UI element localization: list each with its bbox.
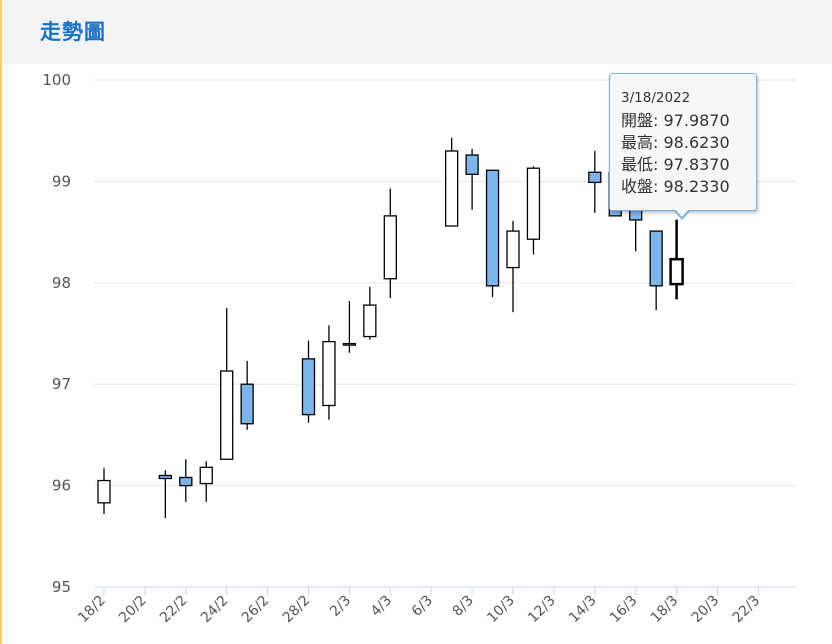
- candle-body: [158, 474, 173, 480]
- candle-9/3[interactable]: [485, 169, 500, 297]
- y-tick-label: 96: [52, 477, 71, 495]
- tooltip-open-label: 開盤: [621, 111, 654, 130]
- candle-body: [199, 466, 213, 485]
- candle-body: [240, 383, 254, 425]
- tooltip-open: 開盤: 97.9870: [621, 111, 730, 130]
- candle-8/3[interactable]: [465, 148, 479, 210]
- candle-28/2[interactable]: [301, 340, 316, 423]
- candle-body: [526, 167, 541, 240]
- tooltip-close-value: 98.2330: [663, 177, 730, 196]
- y-tick-label: 95: [52, 578, 71, 596]
- candle-7/3[interactable]: [444, 137, 459, 227]
- x-tick-label: 22/2: [157, 593, 191, 627]
- candle-10/3[interactable]: [506, 220, 520, 313]
- candle-14/3[interactable]: [588, 150, 602, 213]
- candle-body: [383, 215, 397, 280]
- tooltip-high-value: 98.6230: [663, 133, 730, 152]
- candle-24/2[interactable]: [220, 308, 234, 460]
- x-tick-label: 8/3: [450, 593, 477, 620]
- candle-25/2[interactable]: [240, 360, 254, 430]
- y-axis: 95 96 97 98 99 100: [42, 71, 71, 596]
- candle-body: [649, 230, 663, 287]
- x-tick-label: 20/2: [116, 593, 150, 627]
- candle-4/3[interactable]: [383, 188, 397, 299]
- candle-2/3[interactable]: [342, 301, 357, 353]
- candle-body: [97, 479, 111, 504]
- tooltip-high: 最高: 98.6230: [621, 133, 730, 152]
- candle-body: [444, 150, 459, 227]
- y-tick-label: 99: [52, 172, 71, 190]
- candle-body: [363, 304, 377, 338]
- x-tick-label: 12/3: [525, 593, 559, 627]
- x-tick-label: 26/2: [239, 593, 273, 627]
- candle-body: [301, 358, 316, 416]
- candle-body: [465, 154, 479, 175]
- candle-18/3[interactable]: [669, 219, 684, 300]
- x-tick-label: 28/2: [280, 593, 314, 627]
- x-tick-label: 6/3: [409, 593, 436, 620]
- y-tick-label: 97: [52, 375, 71, 393]
- candle-body: [322, 340, 336, 407]
- candles[interactable]: [97, 137, 684, 519]
- candle-body: [342, 342, 357, 346]
- candle-body: [588, 171, 602, 184]
- candle-17/3[interactable]: [649, 230, 663, 311]
- candle-23/2[interactable]: [199, 461, 213, 502]
- x-tick-label: 18/3: [648, 593, 682, 627]
- x-tick-label: 18/2: [75, 593, 109, 627]
- candle-3/3[interactable]: [363, 286, 377, 340]
- x-tick-label: 22/3: [730, 593, 764, 627]
- left-border-accent: [0, 0, 2, 644]
- x-tick-label: 2/3: [327, 593, 354, 620]
- x-tick-label: 4/3: [368, 593, 395, 620]
- x-tick-label: 24/2: [198, 593, 232, 627]
- y-tick-label: 100: [42, 71, 71, 89]
- candle-18/2[interactable]: [97, 468, 111, 514]
- tooltip-low: 最低: 97.8370: [621, 155, 730, 174]
- candle-21/2[interactable]: [158, 470, 173, 519]
- x-axis: 18/2 20/2 22/2 24/2 26/2 28/2 2/3 4/3 6/3 8/3 10/3…: [75, 587, 763, 626]
- candle-body: [485, 169, 500, 287]
- tooltip-pointer-inner: [675, 209, 689, 217]
- panel-header: 走勢圖: [2, 0, 832, 64]
- candle-body: [669, 257, 684, 286]
- candle-11/3[interactable]: [526, 166, 541, 255]
- panel-title: 走勢圖: [40, 20, 106, 44]
- x-tick-label: 20/3: [689, 593, 723, 627]
- candle-tooltip: 3/18/2022 開盤: 97.9870 最高: 98.6230 最低: 97…: [609, 73, 757, 220]
- tooltip-close-label: 收盤: [621, 177, 654, 196]
- x-tick-label: 10/3: [484, 593, 518, 627]
- tooltip-low-value: 97.8370: [663, 155, 730, 174]
- candle-22/2[interactable]: [179, 459, 193, 502]
- tooltip-open-value: 97.9870: [663, 111, 730, 130]
- x-tick-label: 16/3: [607, 593, 641, 627]
- candle-body: [179, 476, 193, 487]
- candle-body: [506, 230, 520, 269]
- tooltip-low-label: 最低: [621, 155, 654, 174]
- y-tick-label: 98: [52, 274, 71, 292]
- candle-body: [220, 370, 234, 460]
- candle-1/3[interactable]: [322, 325, 336, 420]
- x-tick-label: 14/3: [566, 593, 600, 627]
- tooltip-date: 3/18/2022: [621, 90, 691, 106]
- tooltip-high-label: 最高: [621, 133, 654, 152]
- tooltip-close: 收盤: 98.2330: [621, 177, 730, 196]
